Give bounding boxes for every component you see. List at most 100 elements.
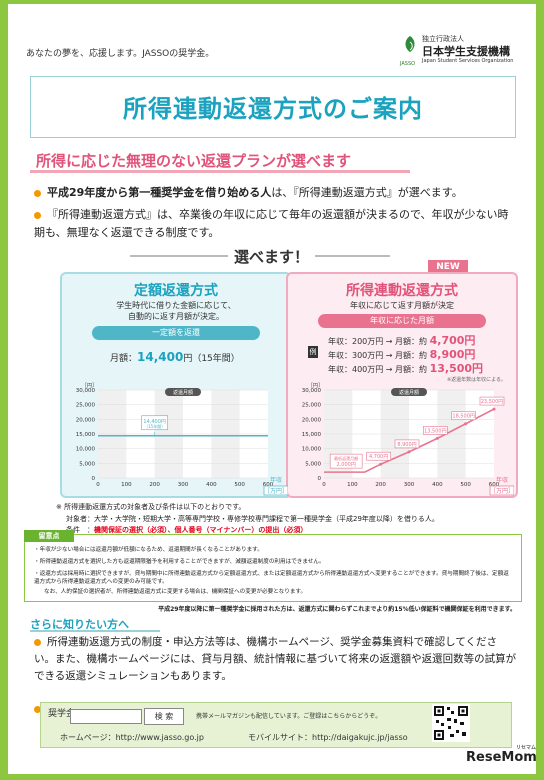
data-label-box bbox=[366, 451, 391, 461]
y-tick-label: 20,000 bbox=[302, 417, 322, 423]
x-tick-label: 100 bbox=[121, 482, 132, 488]
data-label-box bbox=[451, 411, 476, 421]
x-unit: ［万円］ bbox=[264, 488, 288, 495]
example-row-label: 年収：400万円 → 月額：約 bbox=[328, 365, 428, 374]
fixed-plan-pill: 一定額を返還 bbox=[92, 326, 260, 340]
income-plan-pill: 年収に応じた月額 bbox=[318, 314, 486, 328]
x-tick-label: 500 bbox=[234, 482, 245, 488]
org-abbrev: JASSO bbox=[400, 61, 416, 67]
notes-line-2: 対象者：大学・大学院・短期大学・高等専門学校・専修学校専門課程で第一種奨学金（平… bbox=[66, 515, 439, 523]
example-row-label: 年収：300万円 → 月額：約 bbox=[328, 351, 428, 360]
y-tick-label: 25,000 bbox=[302, 403, 322, 409]
bullet-description-text: 『所得連動返還方式』は、卒業後の年収に応じて毎年の返還額が決まるので、年収が少な… bbox=[34, 208, 509, 239]
qr-code-icon[interactable] bbox=[432, 704, 470, 742]
x-axis-label: 年収 bbox=[496, 476, 508, 484]
fixed-plan-desc-1: 学生時代に借りた金額に応じて、 bbox=[116, 301, 236, 310]
income-plan-chart: 0 5,000 10,000 15,000 20,000 25,000 30,000 0 100… bbox=[302, 382, 514, 496]
y-tick-label: 30,000 bbox=[76, 388, 96, 394]
notes-condition-label: 条件 ： bbox=[66, 526, 94, 534]
jasso-logo: 独立行政法人 日本学生支援機構 Japan Student Services O… bbox=[400, 34, 514, 68]
bullet-eligibility-bold: 平成29年度から第一種奨学金を借り始める人 bbox=[47, 186, 272, 199]
x-tick-label: 200 bbox=[149, 482, 160, 488]
bullet-eligibility-rest: は、『所得連動返還方式』が選べます。 bbox=[271, 186, 463, 199]
y-tick-label: 15,000 bbox=[302, 432, 322, 438]
bullet-eligibility: 平成29年度から第一種奨学金を借り始める人は、『所得連動返還方式』が選べます。 bbox=[34, 184, 514, 202]
data-label-box bbox=[141, 415, 168, 431]
heading-underline bbox=[30, 170, 410, 173]
bullet-dot-icon bbox=[34, 211, 41, 219]
example-footnote: ※返還年数は年収による。 bbox=[446, 377, 506, 383]
section-heading-text: 所得に応じた無理のない返還プランが選べます bbox=[36, 152, 352, 170]
min-label: 最低返還月額 bbox=[334, 455, 358, 461]
min-label-box bbox=[329, 453, 363, 469]
x-tick-label: 600 bbox=[263, 482, 274, 488]
more-info-text: 所得連動返還方式の制度・申込方法等は、機構ホームページ、奨学金募集資料で確認して… bbox=[34, 634, 518, 685]
chart-title: 返還月額 bbox=[399, 389, 419, 396]
data-label: 13,500円 bbox=[424, 428, 447, 434]
data-label-box bbox=[394, 439, 420, 449]
homepage-url[interactable]: ホームページ：http://www.jasso.go.jp bbox=[60, 733, 204, 742]
x-tick-label: 300 bbox=[404, 482, 415, 488]
x-tick-label: 400 bbox=[206, 482, 217, 488]
caution-heading: 留意点 bbox=[24, 530, 74, 542]
search-input[interactable] bbox=[70, 709, 142, 724]
data-label: 23,500円 bbox=[481, 399, 504, 405]
more-info-heading: さらに知りたい方へ bbox=[30, 618, 129, 631]
title-box: 所得連動返還方式のご案内 bbox=[30, 76, 516, 138]
caution-item: なお、人的保証の選択者が、所得連動返還方式に変更する場合は、機関保証への変更が必… bbox=[44, 589, 307, 595]
x-tick-label: 0 bbox=[322, 482, 326, 488]
caution-item: ・返還方式は採用時に選択できますが、貸与期間中に所得連動返還方式から定額返還方式… bbox=[34, 571, 509, 585]
bullet-description: 『所得連動返還方式』は、卒業後の年収に応じて毎年の返還額が決まるので、年収が少な… bbox=[34, 206, 514, 242]
x-tick-label: 100 bbox=[347, 482, 358, 488]
search-button[interactable]: 検 索 bbox=[144, 708, 184, 725]
watermark-brand: ReseMom bbox=[466, 750, 537, 765]
x-unit-box bbox=[489, 485, 514, 496]
fixed-plan-title: 定額返還方式 bbox=[134, 283, 218, 299]
x-tick-label: 0 bbox=[96, 482, 100, 488]
example-row-value: 4,700円 bbox=[429, 334, 476, 347]
monthly-unit: 円（15年間） bbox=[183, 354, 240, 364]
data-label: 8,900円 bbox=[397, 442, 416, 448]
section-heading: 所得に応じた無理のない返還プランが選べます bbox=[30, 150, 410, 174]
example-row: 年収：400万円 → 月額：約 13,500円 bbox=[328, 360, 483, 376]
fixed-plan-chart: 0 5,000 10,000 15,000 20,000 25,000 30,000 0 100… bbox=[76, 382, 288, 496]
x-tick-label: 400 bbox=[432, 482, 443, 488]
bullet-dot-icon bbox=[34, 189, 41, 197]
x-tick-label: 200 bbox=[375, 482, 386, 488]
y-tick-label: 30,000 bbox=[302, 388, 322, 394]
org-english: Japan Student Services Organization bbox=[422, 58, 514, 64]
x-tick-label: 300 bbox=[178, 482, 189, 488]
data-label-sub: （15年間） bbox=[144, 423, 165, 429]
data-point bbox=[379, 462, 383, 466]
example-tag: 例 bbox=[308, 346, 318, 358]
org-small: 独立行政法人 bbox=[422, 35, 464, 43]
y-tick-label: 10,000 bbox=[302, 447, 322, 453]
mobile-site-url[interactable]: モバイルサイト：http://daigakujc.jp/jasso bbox=[248, 733, 408, 742]
series-line bbox=[324, 408, 495, 473]
fixed-plan-desc-2: 自動的に返す月額が決定。 bbox=[128, 312, 224, 321]
caution-item: ・所得連動返還方式を選択した方も返還期限猶予を利用することができますが、減額返還… bbox=[34, 559, 325, 565]
y-tick-label: 5,000 bbox=[79, 461, 95, 467]
caution-box bbox=[24, 534, 522, 602]
page-title: 所得連動返還方式のご案内 bbox=[123, 95, 423, 123]
chart-title-pill bbox=[391, 388, 427, 396]
example-row: 年収：200万円 → 月額：約 4,700円 bbox=[328, 332, 475, 348]
data-point bbox=[435, 436, 439, 440]
x-tick-label: 600 bbox=[489, 482, 500, 488]
more-info-underline bbox=[30, 630, 160, 632]
example-row-value: 8,900円 bbox=[429, 348, 476, 361]
chart-title: 返還月額 bbox=[173, 389, 193, 396]
choose-label: 選べます！ bbox=[228, 246, 316, 267]
search-label: 奨学金 bbox=[48, 709, 76, 719]
fixed-plan-monthly: 月額：14,400円（15年間） bbox=[110, 350, 240, 364]
chart-title-pill bbox=[165, 388, 201, 396]
bullet-dot-icon bbox=[34, 638, 41, 646]
notes-condition-value: 機関保証の選択（必須）、個人番号（マイナンバー）の提出（必須） bbox=[94, 526, 308, 534]
y-tick-label: 25,000 bbox=[76, 403, 96, 409]
notes-line-1: ※ 所得連動返還方式の対象者及び条件は以下のとおりです。 bbox=[56, 503, 246, 511]
example-row-value: 13,500円 bbox=[429, 362, 484, 375]
monthly-label: 月額： bbox=[110, 354, 138, 364]
more-info-body: 所得連動返還方式の制度・申込方法等は、機構ホームページ、奨学金募集資料で確認して… bbox=[34, 636, 517, 682]
x-unit: ［万円］ bbox=[490, 488, 514, 495]
